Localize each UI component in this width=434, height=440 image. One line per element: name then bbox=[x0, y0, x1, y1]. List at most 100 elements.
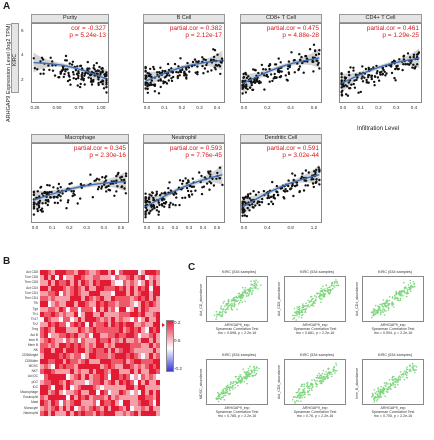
data-point bbox=[350, 83, 353, 86]
heatmap-cell bbox=[96, 327, 101, 333]
data-point bbox=[253, 78, 256, 82]
heatmap-cell bbox=[103, 353, 108, 359]
heatmap-cell bbox=[85, 280, 90, 286]
data-point bbox=[95, 61, 98, 65]
data-point bbox=[293, 307, 296, 310]
data-point bbox=[411, 366, 413, 369]
heatmap-cell bbox=[115, 400, 120, 406]
heatmap-cell bbox=[66, 270, 71, 276]
heatmap-cell bbox=[100, 353, 105, 359]
data-point bbox=[209, 170, 212, 173]
data-point bbox=[246, 376, 248, 379]
data-point bbox=[216, 397, 218, 399]
data-point bbox=[301, 309, 303, 311]
heatmap-cell bbox=[107, 306, 112, 312]
data-point bbox=[164, 200, 168, 204]
heatmap-cell bbox=[141, 290, 146, 297]
x-tick-label: 0.3 bbox=[393, 105, 400, 110]
heatmap-cell bbox=[141, 348, 146, 354]
data-point bbox=[334, 369, 336, 372]
p-value-stat: p = 4.88e-28 bbox=[282, 32, 319, 39]
data-point bbox=[347, 81, 350, 84]
heatmap-cell bbox=[100, 389, 105, 396]
data-point bbox=[220, 392, 222, 395]
heatmap-cell bbox=[47, 343, 52, 349]
heatmap-cell bbox=[73, 384, 78, 391]
data-point bbox=[328, 288, 331, 291]
data-point bbox=[224, 311, 226, 313]
correlation-stat: partial.cor = 0.475 bbox=[266, 25, 319, 32]
heatmap-cell bbox=[58, 363, 63, 370]
data-point bbox=[178, 203, 181, 207]
heatmap-cell bbox=[58, 322, 63, 328]
data-point bbox=[245, 215, 249, 218]
data-point bbox=[68, 62, 71, 65]
heatmap-cell bbox=[107, 400, 112, 406]
heatmap-cell bbox=[133, 296, 138, 302]
heatmap-cell bbox=[111, 389, 116, 396]
data-point bbox=[155, 205, 159, 209]
data-point bbox=[386, 391, 389, 393]
data-point bbox=[349, 66, 352, 69]
data-point bbox=[319, 382, 322, 384]
heatmap-cell bbox=[62, 280, 67, 286]
data-point bbox=[229, 386, 232, 388]
data-point bbox=[124, 174, 128, 178]
heatmap-cell bbox=[103, 374, 108, 380]
data-point bbox=[332, 285, 335, 287]
heatmap-cell bbox=[85, 322, 90, 328]
data-point bbox=[181, 196, 184, 200]
data-point bbox=[304, 311, 307, 313]
data-point bbox=[322, 380, 325, 383]
data-point bbox=[293, 58, 296, 62]
heatmap-cell bbox=[77, 374, 82, 380]
data-point bbox=[144, 87, 147, 90]
data-point bbox=[308, 387, 311, 390]
heatmap-cell bbox=[148, 358, 153, 365]
heatmap-cell bbox=[137, 374, 142, 380]
heatmap-cell bbox=[43, 353, 48, 359]
heatmap-cell bbox=[130, 337, 135, 344]
heatmap-cell bbox=[126, 358, 131, 365]
heatmap-cell bbox=[62, 389, 67, 396]
heatmap-cell bbox=[85, 410, 90, 417]
heatmap-cell bbox=[85, 332, 90, 339]
heatmap-cell bbox=[55, 400, 60, 406]
x-tick-label: 0.1 bbox=[161, 105, 168, 110]
data-point bbox=[337, 284, 340, 286]
data-point bbox=[408, 63, 411, 66]
heatmap-cell bbox=[141, 285, 146, 292]
heatmap-cell bbox=[145, 316, 150, 323]
data-point bbox=[41, 192, 44, 195]
heatmap-cell bbox=[148, 280, 153, 286]
data-point bbox=[411, 362, 414, 365]
data-point bbox=[77, 70, 80, 73]
data-point bbox=[380, 390, 382, 392]
heatmap-cell bbox=[133, 306, 138, 312]
data-point bbox=[232, 381, 235, 384]
subplot-test-label: Spearman Correlation Test bbox=[371, 410, 415, 414]
scatter-svg bbox=[32, 52, 108, 94]
heatmap-cell bbox=[66, 316, 71, 323]
heatmap-cell bbox=[103, 301, 108, 307]
data-point bbox=[380, 396, 383, 398]
heatmap-cell bbox=[55, 322, 60, 328]
data-point bbox=[42, 68, 45, 71]
subplot-y-label: Act_CD8_abundance bbox=[277, 281, 281, 316]
data-point bbox=[144, 199, 147, 202]
data-point bbox=[315, 385, 318, 388]
heatmap-cell bbox=[70, 400, 75, 406]
data-point bbox=[36, 190, 39, 193]
data-point bbox=[304, 391, 306, 394]
data-point bbox=[382, 391, 385, 393]
data-point bbox=[315, 168, 318, 172]
heatmap-cell bbox=[141, 369, 146, 375]
heatmap-cell bbox=[103, 285, 108, 292]
heatmap-cell bbox=[148, 290, 153, 297]
heatmap-cell bbox=[107, 311, 112, 318]
heatmap-cell bbox=[40, 363, 45, 370]
heatmap-cell bbox=[66, 405, 71, 412]
data-point bbox=[155, 71, 159, 74]
data-point bbox=[310, 178, 313, 181]
x-tick-label: 0.2 bbox=[171, 225, 179, 230]
